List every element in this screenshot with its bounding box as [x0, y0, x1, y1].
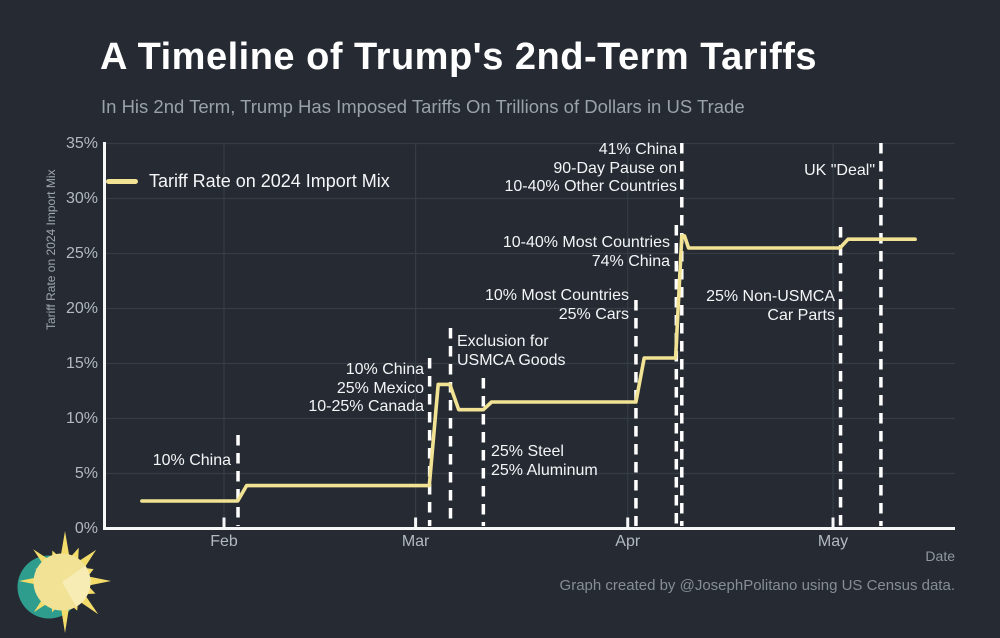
- annotation-line: USMCA Goods: [457, 351, 566, 369]
- annotation-mar7-usmca: Exclusion for USMCA Goods: [457, 333, 565, 370]
- chart-title: A Timeline of Trump's 2nd-Term Tariffs: [100, 36, 818, 78]
- legend-line-swatch: [106, 179, 138, 184]
- annotation-apr3-cars: 10% Most Countries 25% Cars: [485, 287, 629, 324]
- annotation-line: 25% Non-USMCA: [706, 288, 835, 305]
- x-tick-label: Apr: [615, 533, 641, 550]
- annotation-line: 10-40% Other Countries: [504, 178, 677, 195]
- y-tick-label: 30%: [65, 189, 98, 207]
- annotation-line: 25% Steel: [491, 443, 564, 460]
- sun-logo-icon: [17, 531, 111, 633]
- y-axis-title: Tariff Rate on 2024 Import Mix: [44, 169, 58, 330]
- annotation-line: 41% China: [598, 141, 677, 158]
- annotation-may3-car-parts: 25% Non-USMCA Car Parts: [706, 288, 835, 325]
- annotation-feb4-china: 10% China: [153, 452, 231, 471]
- x-tick-label: May: [817, 533, 849, 550]
- annotation-line: 10-40% Most Countries: [502, 234, 670, 251]
- annotation-mar4-north-america: 10% China 25% Mexico 10-25% Canada: [308, 361, 424, 417]
- annotation-line: Car Parts: [767, 306, 835, 324]
- annotation-line: 90-Day Pause on: [553, 159, 677, 177]
- annotation-line: 74% China: [591, 252, 670, 270]
- y-tick-label: 20%: [65, 299, 98, 317]
- tariff-rate-line: [140, 234, 917, 503]
- y-tick-label: 15%: [65, 354, 98, 372]
- annotation-line: 10-25% Canada: [308, 398, 424, 415]
- annotation-apr9-reciprocal: 10-40% Most Countries 74% China: [503, 234, 670, 271]
- y-tick-label: 10%: [65, 409, 98, 427]
- chart-subtitle: In His 2nd Term, Trump Has Imposed Tarif…: [101, 96, 745, 117]
- y-tick-label: 5%: [74, 464, 98, 482]
- x-tick-label: Feb: [210, 533, 238, 550]
- annotation-line: 10% Most Countries: [484, 287, 629, 304]
- annotation-line: 25% Aluminum: [491, 461, 598, 479]
- legend: Tariff Rate on 2024 Import Mix: [106, 171, 390, 192]
- x-tick-label: Mar: [401, 533, 430, 550]
- annotation-line: 25% Cars: [558, 305, 629, 323]
- y-tick-label: 0%: [74, 519, 98, 537]
- annotation-mar12-metals: 25% Steel 25% Aluminum: [491, 443, 598, 480]
- annotation-line: 25% Mexico: [336, 379, 424, 397]
- sun-highlight-wedge: [62, 565, 91, 607]
- annotation-line: 10% China: [152, 452, 231, 469]
- annotation-may8-uk-deal: UK "Deal": [804, 162, 875, 181]
- annotation-line: 10% China: [345, 361, 424, 378]
- x-axis-title: Date: [925, 548, 955, 564]
- annotation-line: Exclusion for: [457, 333, 549, 350]
- annotation-line: UK "Deal": [804, 162, 875, 179]
- y-tick-label: 25%: [65, 244, 98, 262]
- y-tick-label: 35%: [65, 134, 98, 152]
- legend-label: Tariff Rate on 2024 Import Mix: [149, 171, 390, 191]
- annotation-apr9-pause: 41% China 90-Day Pause on 10-40% Other Cou…: [504, 141, 677, 197]
- credit-text: Graph created by @JosephPolitano using U…: [559, 577, 955, 594]
